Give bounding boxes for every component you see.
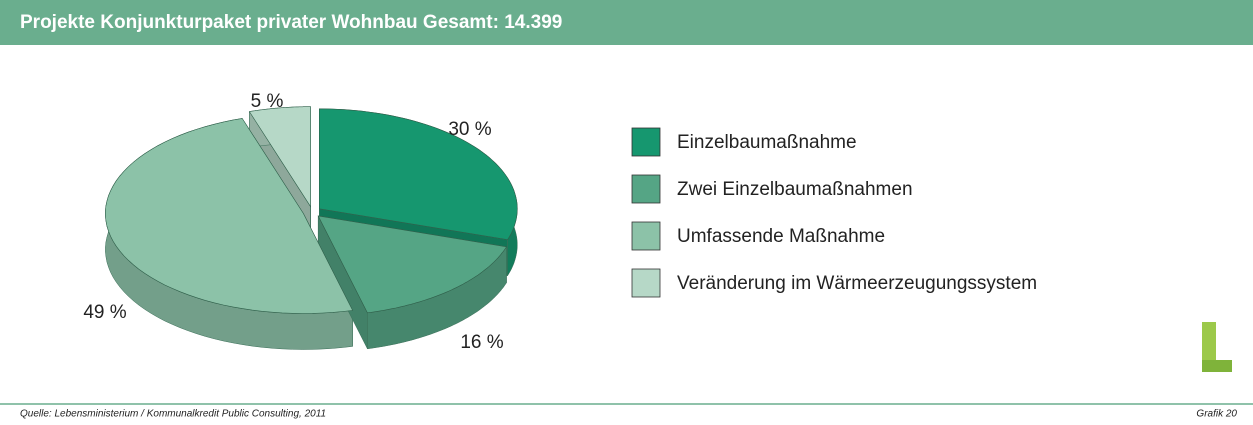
chart-title: Projekte Konjunkturpaket privater Wohnba… (20, 12, 562, 33)
legend-swatch (631, 127, 661, 157)
logo-bar (1202, 322, 1216, 372)
value-label: 5 % (251, 91, 284, 112)
slice (105, 118, 354, 314)
value-label: 16 % (460, 332, 503, 353)
slice (319, 108, 518, 241)
legend-swatch (631, 174, 661, 204)
legend-label: Umfassende Maßnahme (677, 226, 885, 247)
legend-label: Einzelbaumaßnahme (677, 132, 857, 153)
legend-label: Veränderung im Wärmeerzeugungssystem (677, 273, 1037, 294)
slice (248, 106, 311, 208)
logo-foot (1202, 360, 1232, 372)
caption: Grafik 20 (1196, 409, 1237, 420)
legend-swatch (631, 221, 661, 251)
header-bar (0, 0, 1253, 45)
source: Quelle: Lebensministerium / Kommunalkred… (20, 409, 326, 420)
value-label: 49 % (83, 302, 126, 323)
logo (1202, 322, 1232, 372)
slice (317, 215, 508, 314)
value-label: 30 % (448, 119, 491, 140)
legend-label: Zwei Einzelbaumaßnahmen (677, 179, 913, 200)
legend-swatch (631, 268, 661, 298)
